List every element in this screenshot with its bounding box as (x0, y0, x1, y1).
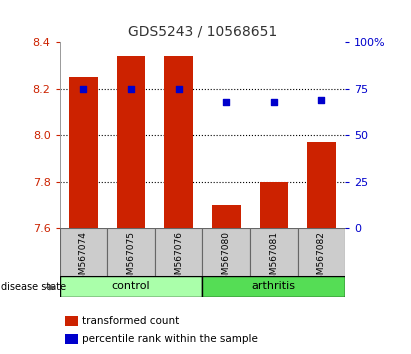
Text: transformed count: transformed count (83, 316, 180, 326)
Text: arthritis: arthritis (252, 281, 296, 291)
Text: control: control (112, 281, 150, 291)
Bar (164, 56, 193, 228)
Text: GSM567080: GSM567080 (222, 231, 231, 286)
Bar (65, 316, 78, 326)
Point (175, 86, 182, 92)
Bar (202, 228, 250, 276)
Text: GSM567081: GSM567081 (269, 231, 278, 286)
Bar (69, 77, 98, 228)
Bar (212, 205, 240, 228)
Bar (202, 276, 345, 297)
Bar (250, 228, 298, 276)
Text: GSM567076: GSM567076 (174, 231, 183, 286)
Title: GDS5243 / 10568651: GDS5243 / 10568651 (128, 24, 277, 39)
Bar (117, 56, 145, 228)
Text: disease state: disease state (1, 282, 66, 292)
Bar (107, 228, 155, 276)
Bar (60, 228, 107, 276)
Text: GSM567074: GSM567074 (79, 231, 88, 286)
Text: percentile rank within the sample: percentile rank within the sample (83, 334, 259, 344)
Text: GSM567075: GSM567075 (127, 231, 136, 286)
Point (80, 86, 87, 92)
Text: GSM567082: GSM567082 (317, 231, 326, 286)
Bar (155, 228, 202, 276)
Bar (65, 334, 78, 344)
Point (270, 99, 277, 105)
Point (128, 86, 134, 92)
Bar (307, 142, 336, 228)
Bar (260, 182, 288, 228)
Point (318, 97, 325, 103)
Bar (298, 228, 345, 276)
Point (223, 99, 229, 105)
Bar (60, 276, 202, 297)
